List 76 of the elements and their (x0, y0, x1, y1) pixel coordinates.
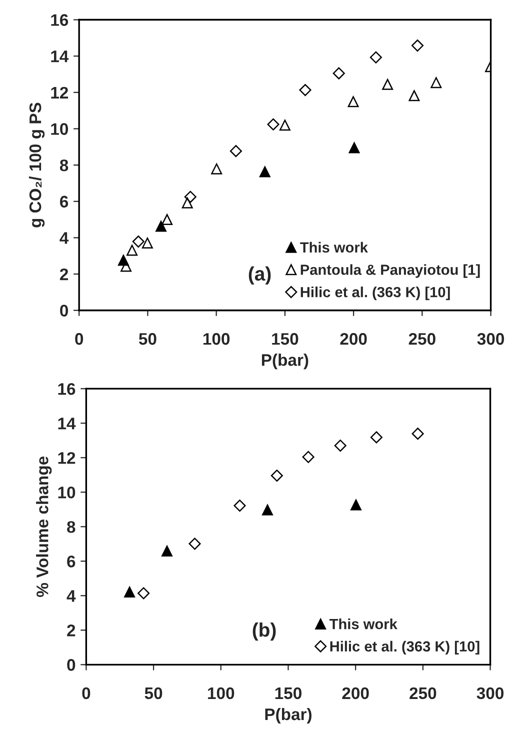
x-tick-label: 50 (144, 687, 162, 700)
annotation: (a) (248, 266, 271, 285)
x-tick-label: 0 (75, 333, 84, 345)
point (334, 440, 346, 452)
point (302, 450, 314, 464)
y-axis-title: % Volume change (36, 456, 52, 597)
x-tick-label: 150 (275, 687, 302, 700)
point (348, 96, 359, 108)
y-tick-label: 2 (67, 624, 76, 636)
x-tick-label: 100 (203, 333, 230, 345)
point (230, 145, 242, 158)
x-tick-label: 50 (138, 333, 156, 345)
point (350, 499, 362, 510)
legend-label: This work (300, 242, 368, 253)
point (370, 51, 382, 64)
point (348, 142, 360, 154)
y-tick-label: 6 (60, 196, 68, 208)
x-tick-label: 300 (476, 687, 504, 700)
y-tick-label: 16 (51, 14, 68, 26)
annotation: (b) (252, 622, 276, 641)
point (430, 77, 442, 88)
point (126, 244, 138, 256)
y-tick-label: 8 (67, 521, 76, 533)
y-tick-label: 14 (51, 50, 69, 62)
x-axis-title: P(bar) (262, 354, 308, 370)
point (411, 40, 424, 52)
legend-label: Hilic et al. (363 K) [10] (330, 640, 480, 654)
point (262, 504, 273, 516)
point (211, 163, 222, 174)
point (182, 197, 193, 208)
y-tick-label: 16 (58, 383, 76, 395)
x-tick-label: 300 (477, 333, 504, 345)
y-axis-title: g CO₂/ 100 g PS (28, 102, 45, 228)
y-tick-label: 6 (67, 556, 76, 568)
legend-label: This work (329, 618, 398, 630)
legend-label: Pantoula & Panayiotou [1] (300, 264, 480, 278)
y-tick-label: 4 (66, 590, 76, 602)
x-tick-label: 0 (82, 687, 90, 700)
x-tick-label: 200 (342, 687, 369, 700)
point (412, 428, 424, 440)
point (267, 118, 280, 130)
y-tick-label: 2 (60, 268, 68, 280)
y-tick-label: 0 (60, 304, 68, 317)
point (370, 431, 382, 444)
y-tick-label: 12 (51, 86, 68, 98)
x-axis-title: P(bar) (265, 708, 312, 724)
point (259, 166, 270, 178)
point (184, 190, 196, 203)
point (279, 120, 290, 131)
x-tick-label: 150 (272, 333, 298, 345)
x-tick-label: 250 (410, 687, 436, 700)
point (408, 90, 420, 102)
y-tick-label: 12 (58, 452, 76, 464)
y-tick-label: 14 (58, 418, 76, 430)
point (332, 67, 345, 80)
point (156, 220, 167, 232)
y-tick-label: 0 (67, 659, 76, 671)
point (138, 587, 150, 600)
y-tick-label: 10 (51, 123, 68, 135)
legend-label: Hilic et al. (363 K) [10] (300, 286, 450, 300)
point (299, 84, 312, 96)
point (382, 78, 394, 90)
y-tick-label: 4 (60, 232, 69, 244)
point (234, 500, 246, 512)
point (142, 238, 153, 248)
point (162, 546, 172, 556)
x-tick-label: 200 (340, 333, 367, 345)
point (270, 470, 283, 482)
point (188, 538, 201, 550)
y-tick-label: 8 (60, 159, 68, 172)
point (162, 214, 173, 226)
y-tick-label: 10 (58, 486, 76, 498)
point (124, 586, 136, 598)
x-tick-label: 100 (208, 687, 234, 700)
x-tick-label: 250 (408, 333, 436, 345)
point (132, 236, 144, 248)
